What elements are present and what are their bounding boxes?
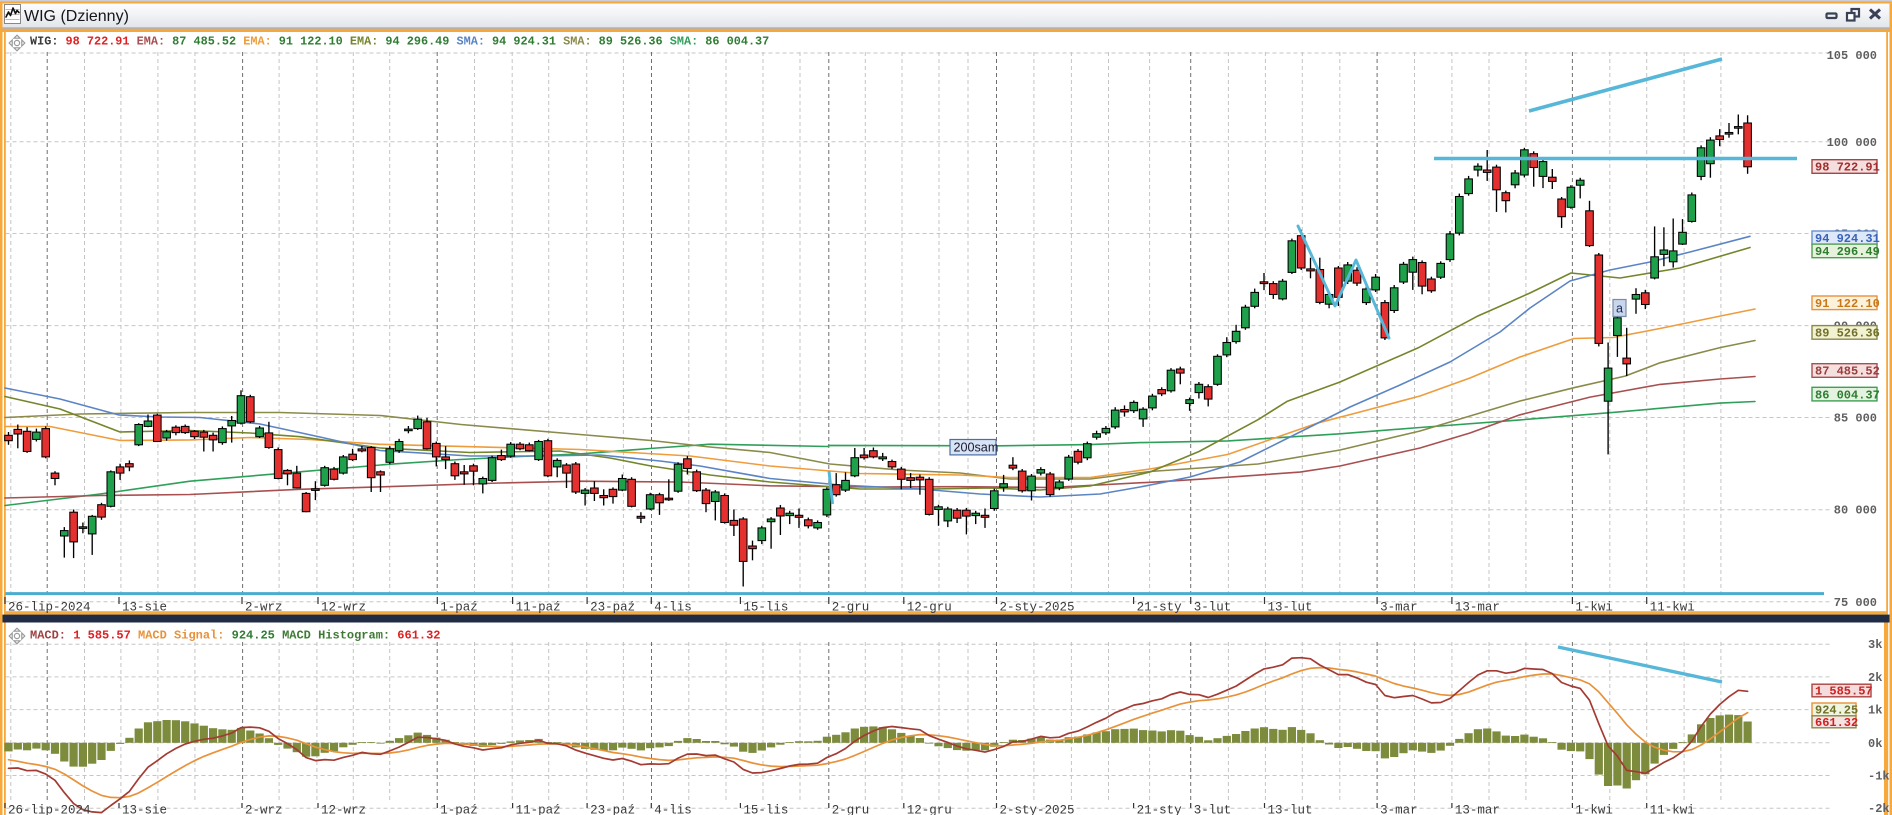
svg-text:13-sie: 13-sie [122, 601, 167, 615]
svg-text:89 526.36: 89 526.36 [1815, 327, 1880, 341]
svg-text:23-paź: 23-paź [590, 601, 635, 615]
svg-text:1k: 1k [1868, 704, 1882, 718]
svg-text:3-mar: 3-mar [1380, 804, 1418, 815]
svg-text:100 000: 100 000 [1827, 136, 1877, 150]
svg-text:11-kwi: 11-kwi [1650, 804, 1695, 815]
svg-text:13-sie: 13-sie [122, 804, 167, 815]
svg-text:12-gru: 12-gru [907, 601, 952, 615]
svg-text:200sam: 200sam [954, 441, 999, 455]
svg-text:11-paź: 11-paź [516, 601, 561, 615]
svg-text:13-mar: 13-mar [1455, 804, 1500, 815]
svg-text:26-lip-2024: 26-lip-2024 [8, 601, 91, 615]
svg-text:4-lis: 4-lis [654, 601, 692, 615]
svg-text:1 585.57: 1 585.57 [1815, 685, 1873, 699]
svg-text:3-lut: 3-lut [1194, 804, 1232, 815]
svg-text:11-kwi: 11-kwi [1650, 601, 1695, 615]
svg-text:98 722.91: 98 722.91 [1815, 161, 1880, 175]
svg-text:-2k: -2k [1868, 802, 1890, 815]
svg-text:1-kwi: 1-kwi [1575, 804, 1613, 815]
svg-text:3-lut: 3-lut [1194, 601, 1232, 615]
svg-text:94 296.49: 94 296.49 [1815, 245, 1880, 259]
svg-text:23-paź: 23-paź [590, 804, 635, 815]
svg-text:12-wrz: 12-wrz [321, 804, 366, 815]
svg-text:94 924.31: 94 924.31 [1815, 232, 1880, 246]
svg-text:85 000: 85 000 [1834, 412, 1877, 426]
svg-text:0k: 0k [1868, 737, 1882, 751]
svg-text:87 485.52: 87 485.52 [1815, 365, 1880, 379]
svg-text:2k: 2k [1868, 671, 1882, 685]
svg-text:WIG (Dzienny): WIG (Dzienny) [24, 8, 129, 25]
svg-text:15-lis: 15-lis [743, 601, 788, 615]
svg-text:MACD: 1 585.57 MACD Signal: 92: MACD: 1 585.57 MACD Signal: 924.25 MACD … [30, 629, 441, 643]
svg-text:13-lut: 13-lut [1268, 601, 1313, 615]
svg-text:661.32: 661.32 [1815, 716, 1858, 730]
svg-text:1-paź: 1-paź [440, 601, 478, 615]
svg-text:26-lip-2024: 26-lip-2024 [8, 804, 91, 815]
svg-text:WIG: 98 722.91 EMA: 87 485.52: WIG: 98 722.91 EMA: 87 485.52 EMA: 91 12… [30, 35, 769, 49]
svg-text:105 000: 105 000 [1827, 49, 1877, 63]
svg-text:924.25: 924.25 [1815, 704, 1858, 718]
svg-text:2-sty-2025: 2-sty-2025 [1000, 804, 1075, 815]
svg-text:80 000: 80 000 [1834, 504, 1877, 518]
svg-text:91 122.10: 91 122.10 [1815, 297, 1880, 311]
svg-text:11-paź: 11-paź [516, 804, 561, 815]
svg-text:86 004.37: 86 004.37 [1815, 388, 1880, 402]
svg-text:4-lis: 4-lis [654, 804, 692, 815]
svg-text:3k: 3k [1868, 638, 1882, 652]
svg-text:12-wrz: 12-wrz [321, 601, 366, 615]
svg-text:1-paź: 1-paź [440, 804, 478, 815]
svg-text:75 000: 75 000 [1834, 596, 1877, 610]
svg-text:12-gru: 12-gru [907, 804, 952, 815]
svg-text:2-gru: 2-gru [832, 601, 870, 615]
svg-text:-1k: -1k [1868, 770, 1890, 784]
svg-text:1-kwi: 1-kwi [1575, 601, 1613, 615]
svg-text:3-mar: 3-mar [1380, 601, 1418, 615]
svg-text:2-wrz: 2-wrz [245, 804, 283, 815]
svg-text:21-sty: 21-sty [1137, 804, 1183, 815]
svg-text:13-lut: 13-lut [1268, 804, 1313, 815]
svg-text:a: a [1616, 302, 1623, 316]
svg-text:2-gru: 2-gru [832, 804, 870, 815]
svg-text:21-sty: 21-sty [1137, 601, 1183, 615]
svg-text:13-mar: 13-mar [1455, 601, 1500, 615]
svg-text:2-sty-2025: 2-sty-2025 [1000, 601, 1075, 615]
svg-text:2-wrz: 2-wrz [245, 601, 283, 615]
svg-text:15-lis: 15-lis [743, 804, 788, 815]
